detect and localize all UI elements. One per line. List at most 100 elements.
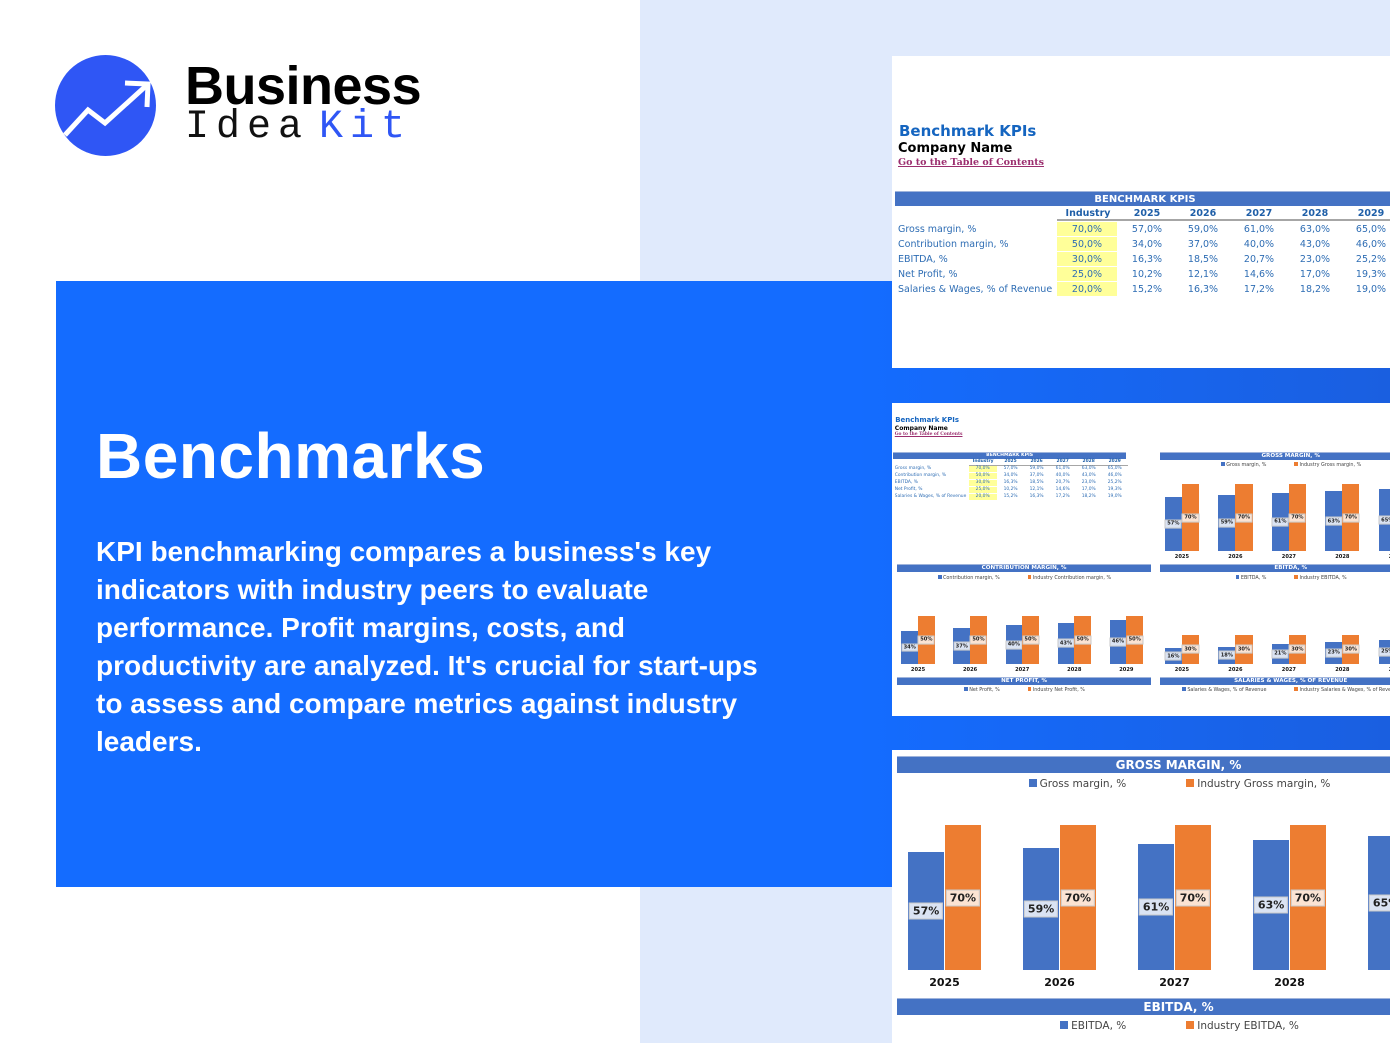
kpi-value: 19,0% [1355, 284, 1387, 295]
kpi-value: 34,0% [1131, 239, 1163, 250]
chart-legend: Gross margin, % Industry Gross margin, % [1160, 462, 1390, 468]
logo-word-idea: Idea [185, 105, 310, 150]
data-label: 70 [1288, 513, 1306, 523]
industry-value: 20,0% [1057, 282, 1117, 297]
column-header: 2028 [1287, 206, 1343, 221]
kpi-value: 57,0% [1003, 466, 1018, 472]
row-label: Salaries & Wages, % of Revenue [894, 494, 967, 500]
logo-word-kit: Kit [319, 105, 413, 150]
logo: Business Idea Kit [55, 55, 435, 157]
column-header: 2027 [1049, 459, 1076, 466]
data-label: 30 [1235, 644, 1253, 654]
industry-value: 50,0% [968, 473, 997, 481]
legend-label: Industry Salaries & Wages, % of Revenue [1299, 687, 1390, 694]
data-label: 40 [1005, 640, 1023, 650]
legend-item: Salaries & Wages, % of Revenue [1182, 687, 1266, 693]
row-label: EBITDA, % [898, 254, 948, 265]
kpi-value: 25,2% [1355, 254, 1387, 265]
table-of-contents-link[interactable]: Go to the Table of Contents [894, 432, 963, 438]
chart-title: GROSS MARGIN, % [1159, 451, 1390, 460]
kpi-value: 57,0% [1131, 224, 1163, 235]
data-label: 61 [1138, 898, 1174, 916]
category-label: 2028 [1274, 976, 1305, 989]
sheet-content: GROSS MARGIN, % Gross margin, % Industry G… [892, 750, 1390, 1043]
kpi-value: 14,6% [1055, 487, 1070, 493]
legend-label: Net Profit, % [969, 687, 1000, 694]
data-label: 50 [1074, 635, 1092, 645]
category-label: 2026 [1228, 554, 1243, 561]
kpi-value: 37,0% [1029, 473, 1044, 479]
column-header: 2029 [1101, 459, 1128, 466]
data-label: 70 [1342, 513, 1360, 523]
legend-swatch [937, 574, 942, 579]
legend-label: EBITDA, % [1240, 574, 1267, 581]
column-header: 2029 [1343, 206, 1390, 221]
legend-item: Industry EBITDA, % [1294, 575, 1347, 581]
row-label: Net Profit, % [894, 487, 923, 493]
legend-label: Industry Gross margin, % [1197, 778, 1331, 790]
sheet-title: Benchmark KPIs [895, 416, 960, 425]
legend-item: Industry EBITDA, % [1186, 1020, 1299, 1032]
column-header: 2028 [1075, 459, 1102, 466]
chart-title: EBITDA, % [897, 998, 1390, 1015]
kpi-value: 16,3% [1003, 480, 1018, 486]
kpi-value: 63,0% [1081, 466, 1096, 472]
industry-value: 70,0% [968, 466, 997, 474]
table-title-band: BENCHMARK KPIS [895, 191, 1390, 206]
row-label: Gross margin, % [894, 466, 932, 472]
legend-item: Industry Gross margin, % [1186, 778, 1330, 790]
kpi-value: 34,0% [1003, 473, 1018, 479]
legend-item: Gross margin, % [1221, 462, 1266, 468]
table-of-contents-link[interactable]: Go to the Table of Contents [898, 157, 1044, 168]
legend-swatch [1294, 462, 1299, 467]
company-name: Company Name [898, 141, 1013, 156]
category-label: 2026 [1044, 976, 1075, 989]
kpi-value: 23,0% [1081, 480, 1096, 486]
legend-item: EBITDA, % [1235, 574, 1267, 581]
chart-legend: Salaries & Wages, % of Revenue Industry S… [1160, 687, 1390, 693]
industry-value: 70,0% [1057, 222, 1117, 237]
data-label: 61 [1271, 517, 1289, 527]
logo-word-business: Business [185, 56, 422, 116]
sheet-preview-dashboard: Benchmark KPIs Company Name Go to the Tabl… [892, 403, 1390, 716]
chart-legend: Net Profit, % Industry Net Profit, % [897, 687, 1153, 693]
kpi-value: 20,7% [1055, 480, 1070, 486]
row-label: Contribution margin, % [894, 473, 947, 479]
legend-item: Industry Net Profit, % [1027, 687, 1085, 694]
kpi-value: 15,2% [1003, 494, 1018, 500]
data-label: 50 [969, 635, 987, 645]
legend-label: Salaries & Wages, % of Revenue [1187, 687, 1267, 694]
kpi-value: 18,2% [1299, 284, 1331, 295]
legend-label: Industry Net Profit, % [1032, 687, 1085, 694]
kpi-table: BENCHMARK KPIS Industry 2025 2026 2027 2028 20… [892, 451, 1128, 503]
column-header: 2026 [1023, 459, 1050, 466]
data-label: 50 [1126, 635, 1144, 645]
data-label: 70 [1290, 889, 1326, 907]
data-label: 63 [1325, 516, 1343, 526]
kpi-value: 16,3% [1187, 284, 1219, 295]
industry-value: 20,0% [968, 494, 997, 502]
data-label: 43 [1057, 638, 1075, 648]
legend-item: Industry Salaries & Wages, % of Revenue [1294, 687, 1390, 693]
legend-item: Contribution margin, % [937, 574, 1000, 581]
data-label: 70 [1181, 513, 1199, 523]
legend-swatch [1235, 574, 1240, 579]
chart-legend: Gross margin, % Industry Gross margin, % [897, 778, 1390, 790]
legend-swatch [1221, 462, 1225, 467]
legend-swatch [1186, 779, 1195, 787]
kpi-value: 12,1% [1187, 269, 1219, 280]
legend-swatch [1027, 687, 1032, 692]
chart-title: CONTRIBUTION MARGIN, % [896, 564, 1152, 573]
sheet-content: Benchmark KPIs Company Name Go to the Tabl… [892, 56, 1390, 368]
kpi-value: 40,0% [1243, 239, 1275, 250]
legend-item: Gross margin, % [1028, 778, 1126, 790]
legend-label: EBITDA, % [1071, 1020, 1127, 1032]
bar-chart: NET PROFIT, % Net Profit, % Industry Net P… [892, 676, 1153, 698]
kpi-value: 19,3% [1107, 487, 1122, 493]
data-label: 57 [908, 902, 944, 920]
kpi-value: 37,0% [1187, 239, 1219, 250]
sheet-title: Benchmark KPIs [899, 122, 1037, 140]
data-label: 65 [1378, 515, 1390, 525]
chart-legend: EBITDA, % Industry EBITDA, % [1160, 575, 1390, 581]
data-label: 34 [901, 643, 919, 652]
